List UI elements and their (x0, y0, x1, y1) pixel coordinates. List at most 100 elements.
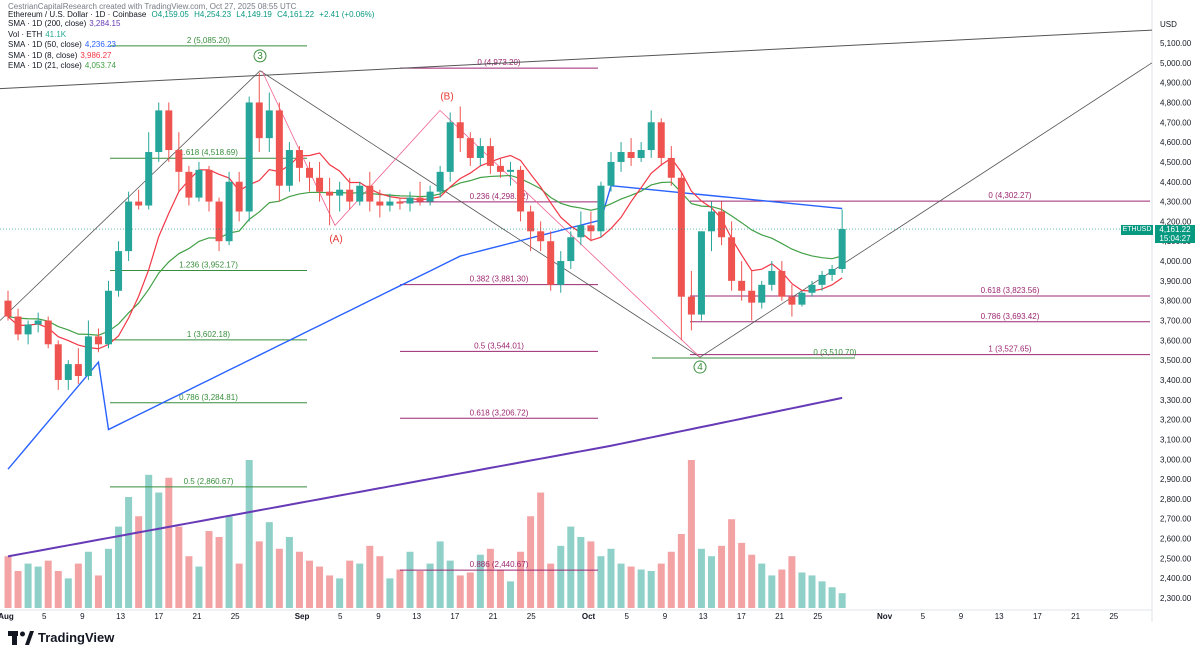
legend-sma8[interactable]: SMA · 1D (8, close) 3,986.27 (8, 51, 120, 62)
candle-body[interactable] (647, 122, 655, 151)
candle-body[interactable] (527, 211, 535, 232)
candle-body[interactable] (738, 280, 746, 291)
upper-trend-line[interactable] (0, 29, 1153, 90)
candle-body[interactable] (577, 225, 585, 238)
candle-body[interactable] (627, 152, 635, 158)
candle-body[interactable] (718, 211, 726, 238)
candle-body[interactable] (466, 138, 474, 158)
tradingview-brand[interactable]: TradingView (8, 630, 114, 645)
candle-body[interactable] (225, 181, 233, 242)
candle-body[interactable] (316, 177, 324, 192)
candle-body[interactable] (125, 201, 133, 252)
candle-body[interactable] (476, 146, 484, 158)
candle-body[interactable] (758, 284, 766, 303)
candle-body[interactable] (446, 122, 454, 172)
candle-body[interactable] (306, 167, 313, 178)
candle-body[interactable] (145, 152, 153, 206)
candle-body[interactable] (496, 165, 504, 172)
candle-body[interactable] (567, 237, 575, 262)
candle-body[interactable] (617, 152, 625, 162)
candle-body[interactable] (537, 231, 545, 242)
candle-body[interactable] (396, 201, 404, 204)
candle-body[interactable] (115, 251, 123, 291)
candle-body[interactable] (728, 237, 736, 281)
candle-body[interactable] (607, 161, 615, 186)
candle-body[interactable] (677, 177, 685, 297)
candle-body[interactable] (657, 122, 665, 158)
candle-body[interactable] (798, 292, 806, 305)
candle-body[interactable] (295, 150, 303, 168)
candle-body[interactable] (105, 290, 112, 345)
candle-body[interactable] (235, 181, 243, 212)
candle-body[interactable] (386, 201, 394, 206)
ema21-line[interactable] (7, 174, 843, 336)
legend-sma50[interactable]: SMA · 1D (50, close) 4,236.23 (8, 40, 120, 51)
candle-body[interactable] (637, 150, 645, 158)
candle-body[interactable] (687, 296, 695, 315)
candle-body[interactable] (366, 185, 374, 202)
candle-body[interactable] (245, 102, 253, 212)
currency-label[interactable]: USD (1160, 20, 1177, 29)
candle-body[interactable] (195, 169, 203, 198)
candle-body[interactable] (84, 336, 92, 376)
candle-body[interactable] (708, 211, 715, 232)
candle-body[interactable] (165, 110, 173, 151)
candle-body[interactable] (34, 320, 42, 325)
candle-body[interactable] (808, 284, 816, 293)
sma8-line[interactable] (7, 152, 843, 350)
candle-body[interactable] (416, 197, 424, 202)
candle-body[interactable] (486, 146, 494, 166)
candle-body[interactable] (547, 241, 555, 285)
candle-body[interactable] (285, 150, 293, 186)
candle-body[interactable] (456, 122, 464, 139)
candle-body[interactable] (356, 185, 364, 202)
candle-body[interactable] (275, 110, 283, 186)
abc-correction-line[interactable] (261, 70, 701, 358)
candle-body[interactable] (597, 185, 605, 232)
candle-body[interactable] (436, 171, 444, 192)
candle-body[interactable] (265, 110, 273, 139)
candle-body[interactable] (94, 336, 102, 345)
rising-trend-line[interactable] (699, 62, 1153, 358)
candle-body[interactable] (326, 191, 334, 196)
candle-body[interactable] (557, 261, 565, 285)
wave-label[interactable]: (A) (329, 234, 342, 245)
candle-body[interactable] (64, 364, 72, 380)
candle-body[interactable] (748, 290, 756, 303)
candle-body[interactable] (155, 110, 163, 153)
candle-body[interactable] (215, 201, 223, 242)
candle-body[interactable] (788, 296, 796, 305)
legend-sma200[interactable]: SMA · 1D (200, close) 3,284.15 (8, 19, 120, 30)
candle-body[interactable] (346, 189, 354, 202)
sma50-line[interactable] (7, 184, 843, 470)
candle-body[interactable] (828, 268, 836, 275)
candle-body[interactable] (517, 169, 525, 212)
candle-body[interactable] (54, 344, 62, 380)
candle-body[interactable] (175, 150, 183, 172)
candle-body[interactable] (507, 169, 514, 172)
wave-label[interactable]: 3 (257, 51, 263, 62)
candle-body[interactable] (426, 191, 434, 202)
candle-body[interactable] (74, 364, 82, 376)
candle-body[interactable] (667, 157, 675, 178)
candle-body[interactable] (697, 231, 705, 315)
candle-body[interactable] (4, 300, 12, 317)
candle-body[interactable] (44, 320, 52, 345)
candle-body[interactable] (24, 324, 32, 335)
candle-body[interactable] (185, 171, 193, 198)
candle-body[interactable] (778, 270, 786, 297)
candle-body[interactable] (14, 316, 22, 335)
candle-body[interactable] (135, 201, 143, 206)
wave-label[interactable]: 4 (697, 362, 703, 373)
candle-body[interactable] (376, 201, 384, 206)
candle-body[interactable] (587, 225, 595, 232)
legend-volume[interactable]: Vol · ETH 41.1K (8, 30, 120, 41)
legend-ema21[interactable]: EMA · 1D (21, close) 4,053.74 (8, 61, 120, 72)
candle-body[interactable] (818, 274, 826, 285)
candle-body[interactable] (406, 197, 414, 204)
wave-label[interactable]: (B) (440, 91, 453, 102)
candle-body[interactable] (255, 102, 263, 139)
candle-body[interactable] (838, 229, 846, 269)
